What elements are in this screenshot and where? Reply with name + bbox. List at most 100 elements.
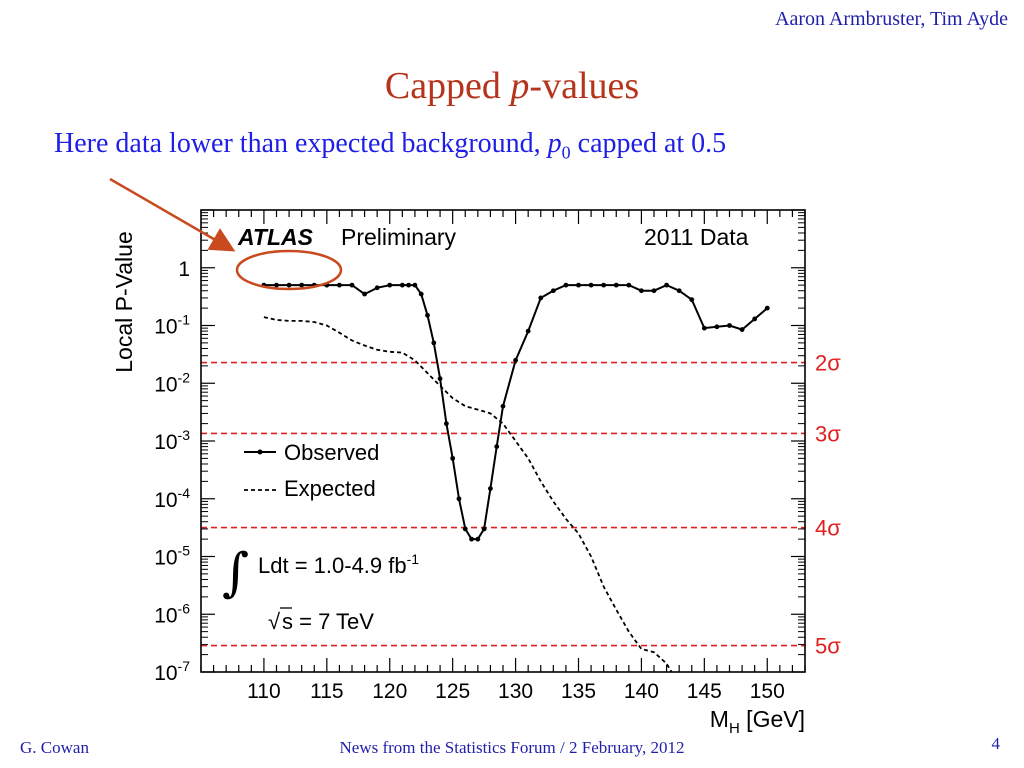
y-tick-base: 10 bbox=[154, 431, 177, 454]
lumi-exp: -1 bbox=[407, 551, 420, 567]
observed-point bbox=[362, 291, 367, 297]
y-tick-base: 10 bbox=[154, 373, 177, 396]
observed-point bbox=[576, 282, 581, 288]
slide-title-post: -values bbox=[529, 65, 640, 107]
observed-point bbox=[475, 536, 481, 542]
page-number: 4 bbox=[991, 734, 1001, 753]
observed-point bbox=[714, 324, 720, 330]
observed-point bbox=[443, 421, 449, 427]
observed-point bbox=[563, 282, 569, 288]
y-tick-base: 1 bbox=[178, 258, 190, 281]
footer-title: News from the Statistics Forum / 2 Febru… bbox=[339, 738, 685, 757]
y-tick-exp: -6 bbox=[178, 600, 191, 616]
x-tick-label: 150 bbox=[750, 680, 785, 703]
observed-point bbox=[525, 328, 531, 334]
y-tick-base: 10 bbox=[154, 547, 177, 570]
y-tick-base: 10 bbox=[154, 489, 177, 512]
observed-point bbox=[431, 340, 437, 346]
legend-observed-label: Observed bbox=[284, 440, 379, 465]
x-tick-label: 110 bbox=[247, 680, 280, 703]
legend-expected-label: Expected bbox=[284, 476, 376, 501]
legend: Observed Expected bbox=[244, 440, 379, 501]
observed-point bbox=[274, 282, 279, 288]
x-tick-label: 145 bbox=[687, 680, 722, 703]
slide-title-pre: Capped bbox=[384, 65, 511, 107]
y-tick-label: 10-5 bbox=[154, 543, 190, 570]
x-axis-title-main: M bbox=[710, 706, 729, 732]
x-tick-label: 135 bbox=[561, 680, 596, 703]
sigma-label: 5σ bbox=[815, 634, 841, 659]
sigma-label: 4σ bbox=[815, 516, 841, 541]
y-tick-label: 1 bbox=[178, 258, 190, 281]
subtitle-p: p bbox=[547, 128, 562, 159]
observed-point bbox=[752, 316, 758, 322]
status-label: Preliminary bbox=[341, 224, 457, 250]
dataset-label: 2011 Data bbox=[644, 224, 749, 250]
x-axis-title-sub: H bbox=[729, 720, 740, 737]
x-tick-label: 120 bbox=[372, 680, 407, 703]
observed-point bbox=[299, 282, 305, 288]
x-tick-label: 115 bbox=[310, 680, 343, 703]
observed-point bbox=[538, 295, 544, 301]
x-tick-label: 140 bbox=[624, 680, 659, 703]
y-tick-exp: -1 bbox=[178, 312, 191, 328]
subtitle-post: capped at 0.5 bbox=[570, 128, 727, 159]
y-tick-label: 10-7 bbox=[154, 658, 190, 685]
y-tick-label: 10-6 bbox=[154, 600, 190, 627]
observed-point bbox=[764, 305, 770, 311]
y-tick-exp: -3 bbox=[178, 427, 191, 443]
y-axis-title: Local P-Value bbox=[111, 231, 137, 373]
observed-point bbox=[676, 288, 682, 294]
subtitle-sub: 0 bbox=[561, 142, 571, 163]
y-tick-exp: -7 bbox=[178, 658, 191, 674]
observed-point bbox=[664, 282, 669, 288]
slide-title: Capped p-values bbox=[0, 64, 1024, 108]
observed-point bbox=[406, 282, 412, 288]
observed-point bbox=[651, 288, 657, 294]
y-tick-exp: -4 bbox=[178, 485, 191, 501]
observed-point bbox=[613, 282, 619, 288]
legend-observed-marker bbox=[257, 449, 263, 455]
observed-point bbox=[349, 282, 355, 288]
observed-point bbox=[689, 297, 695, 303]
experiment-label: ATLAS bbox=[237, 224, 314, 250]
observed-point bbox=[425, 312, 430, 318]
observed-point bbox=[456, 496, 462, 502]
observed-point bbox=[286, 282, 292, 288]
sigma-label: 2σ bbox=[815, 351, 841, 376]
sqrt-sign: √ bbox=[268, 609, 281, 634]
observed-point bbox=[462, 526, 468, 532]
y-tick-label: 10-2 bbox=[154, 369, 190, 396]
annotation-arrow bbox=[109, 177, 236, 252]
observed-point bbox=[418, 291, 424, 297]
observed-point bbox=[387, 282, 393, 288]
y-tick-label: 10-4 bbox=[154, 485, 190, 512]
x-axis-title: MH [GeV] bbox=[710, 706, 805, 737]
lumi-label: Ldt = 1.0-4.9 fb-1 bbox=[258, 551, 419, 578]
integral-sign: ∫ bbox=[222, 543, 249, 603]
observed-point bbox=[701, 325, 707, 331]
y-tick-label: 10-1 bbox=[154, 312, 190, 339]
observed-point bbox=[588, 282, 594, 288]
observed-point bbox=[374, 285, 380, 291]
y-tick-exp: -2 bbox=[178, 369, 191, 385]
footer-author: G. Cowan bbox=[20, 738, 89, 757]
y-tick-base: 10 bbox=[154, 604, 177, 627]
y-tick-base: 10 bbox=[154, 316, 177, 339]
observed-point bbox=[481, 526, 487, 532]
observed-point bbox=[450, 455, 456, 461]
observed-point bbox=[437, 376, 443, 382]
lumi-text: Ldt = 1.0-4.9 fb bbox=[258, 553, 407, 578]
capped-highlight-ellipse bbox=[235, 249, 343, 291]
y-tick-base: 10 bbox=[154, 662, 177, 685]
observed-point bbox=[500, 403, 506, 409]
observed-point bbox=[412, 282, 418, 288]
x-tick-label: 125 bbox=[435, 680, 470, 703]
x-axis-title-unit: [GeV] bbox=[740, 706, 805, 732]
observed-point bbox=[727, 323, 732, 328]
sigma-label: 3σ bbox=[815, 421, 841, 446]
observed-point bbox=[601, 282, 607, 288]
observed-point bbox=[639, 288, 644, 294]
plot-frame bbox=[200, 209, 806, 673]
